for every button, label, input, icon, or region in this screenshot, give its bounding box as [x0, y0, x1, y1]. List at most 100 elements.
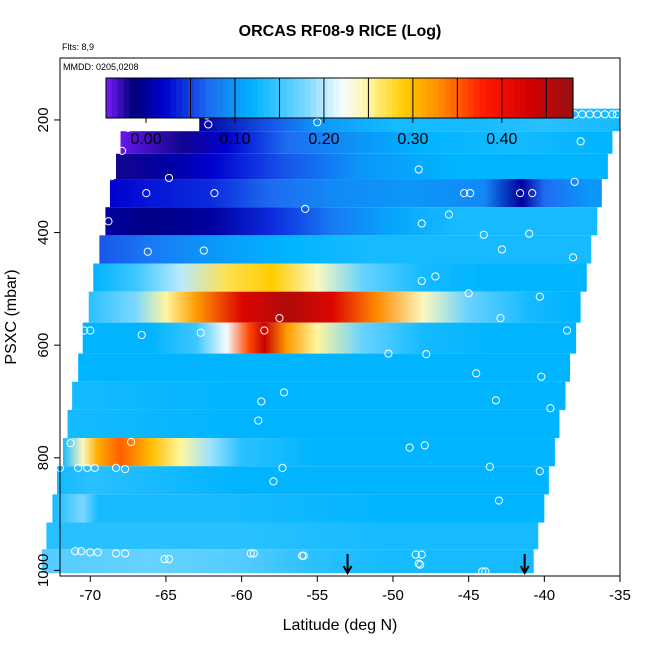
sample-point	[472, 369, 481, 378]
sample-point	[124, 123, 133, 132]
sample-point	[254, 416, 263, 425]
heatmap-band	[72, 381, 566, 410]
colorbar-cell	[234, 78, 241, 118]
colorbar-cell	[450, 78, 457, 118]
arrow-head	[519, 565, 530, 576]
colorbar-cell	[532, 78, 539, 118]
sample-point	[120, 464, 130, 474]
colorbar-cell	[216, 78, 224, 118]
colorbar-cell	[421, 78, 428, 118]
heatmap-band	[88, 291, 581, 323]
chart-title: ORCAS RF08-9 RICE (Log)	[239, 23, 442, 40]
colorbar-cell	[176, 78, 183, 118]
colorbar-cell	[380, 78, 387, 118]
y-tick-label: 600	[35, 333, 52, 358]
colorbar-cell	[473, 78, 481, 118]
sample-point	[431, 272, 440, 281]
sample-point	[608, 110, 617, 119]
colorbar-cell	[543, 78, 551, 118]
colorbar-cell	[117, 78, 125, 118]
sample-point	[71, 547, 80, 556]
colorbar-cell	[567, 78, 574, 118]
sample-point	[142, 189, 151, 198]
sample-point	[464, 289, 473, 298]
sample-point	[313, 118, 322, 127]
colorbar-cell	[158, 78, 165, 118]
date-note: MMDD: 0205,0208	[63, 62, 139, 72]
x-axis-label: Latitude (deg N)	[283, 617, 398, 634]
sample-point	[537, 372, 546, 381]
heatmap-band	[52, 494, 545, 523]
heatmap-band	[78, 353, 571, 382]
colorbar-cell	[304, 78, 311, 118]
colorbar-cell	[123, 78, 130, 118]
sample-point	[570, 177, 579, 186]
sample-point	[111, 463, 121, 472]
colorbar-cell	[526, 78, 533, 118]
sample-point	[417, 276, 426, 286]
colorbar-cell	[281, 78, 288, 118]
sample-point	[414, 165, 423, 174]
sample-point	[196, 328, 205, 337]
sample-point	[420, 441, 429, 450]
heatmap-band	[116, 153, 608, 180]
y-tick-label: 200	[35, 107, 52, 132]
colorbar-tick-label: 0.00	[130, 131, 161, 148]
colorbar-cell	[164, 78, 171, 118]
sample-point	[535, 292, 544, 301]
colorbar-tick-label: 0.30	[397, 131, 428, 148]
sample-point	[528, 189, 537, 198]
sample-point	[479, 230, 488, 239]
sample-point	[497, 245, 507, 254]
sample-point	[246, 549, 255, 558]
colorbar-cell	[170, 78, 177, 118]
sample-point	[257, 397, 266, 406]
colorbar-cell	[502, 78, 510, 118]
sample-point	[111, 549, 121, 558]
sample-point	[384, 349, 393, 358]
x-tick-label: -60	[231, 587, 253, 604]
sample-point	[107, 172, 116, 181]
y-tick-label: 400	[35, 220, 52, 245]
sample-point	[74, 463, 83, 472]
colorbar-cell	[193, 78, 200, 118]
colorbar-cell	[351, 78, 358, 118]
colorbar-cell	[321, 78, 329, 118]
colorbar-cell	[397, 78, 405, 118]
sample-point	[466, 189, 475, 198]
colorbar-cell	[555, 78, 562, 118]
sample-point	[525, 229, 534, 238]
colorbar-cell	[240, 78, 247, 118]
sample-point	[568, 253, 578, 262]
colorbar-cell	[514, 78, 522, 118]
sample-point	[299, 551, 308, 560]
plot-frame	[59, 57, 621, 577]
sample-point	[269, 477, 278, 486]
colorbar-cell	[292, 78, 300, 118]
sample-point	[143, 247, 152, 256]
sample-point	[199, 246, 208, 255]
sample-point	[301, 204, 310, 213]
colorbar: 0.00 0.10 0.20 0.30 0.40	[105, 77, 574, 148]
colorbar-cell	[479, 78, 487, 118]
colorbar-cell	[141, 78, 148, 118]
sample-point	[275, 314, 284, 323]
sample-point	[80, 326, 89, 335]
colorbar-cell	[520, 78, 527, 118]
colorbar-cell	[467, 78, 475, 118]
colorbar-cell	[444, 78, 452, 118]
colorbar-cell	[211, 78, 218, 118]
colorbar-cell	[392, 78, 399, 118]
heatmap-band	[99, 235, 592, 264]
y-tick-label: 800	[35, 445, 52, 470]
colorbar-cell	[152, 78, 160, 118]
colorbar-cell	[146, 78, 154, 118]
sample-point	[444, 210, 454, 219]
colorbar-cell	[298, 78, 306, 118]
heatmap-band	[46, 522, 539, 550]
sample-point	[546, 404, 555, 413]
sample-point	[485, 462, 494, 471]
colorbar-cell	[491, 78, 498, 118]
colorbar-cell	[549, 78, 557, 118]
